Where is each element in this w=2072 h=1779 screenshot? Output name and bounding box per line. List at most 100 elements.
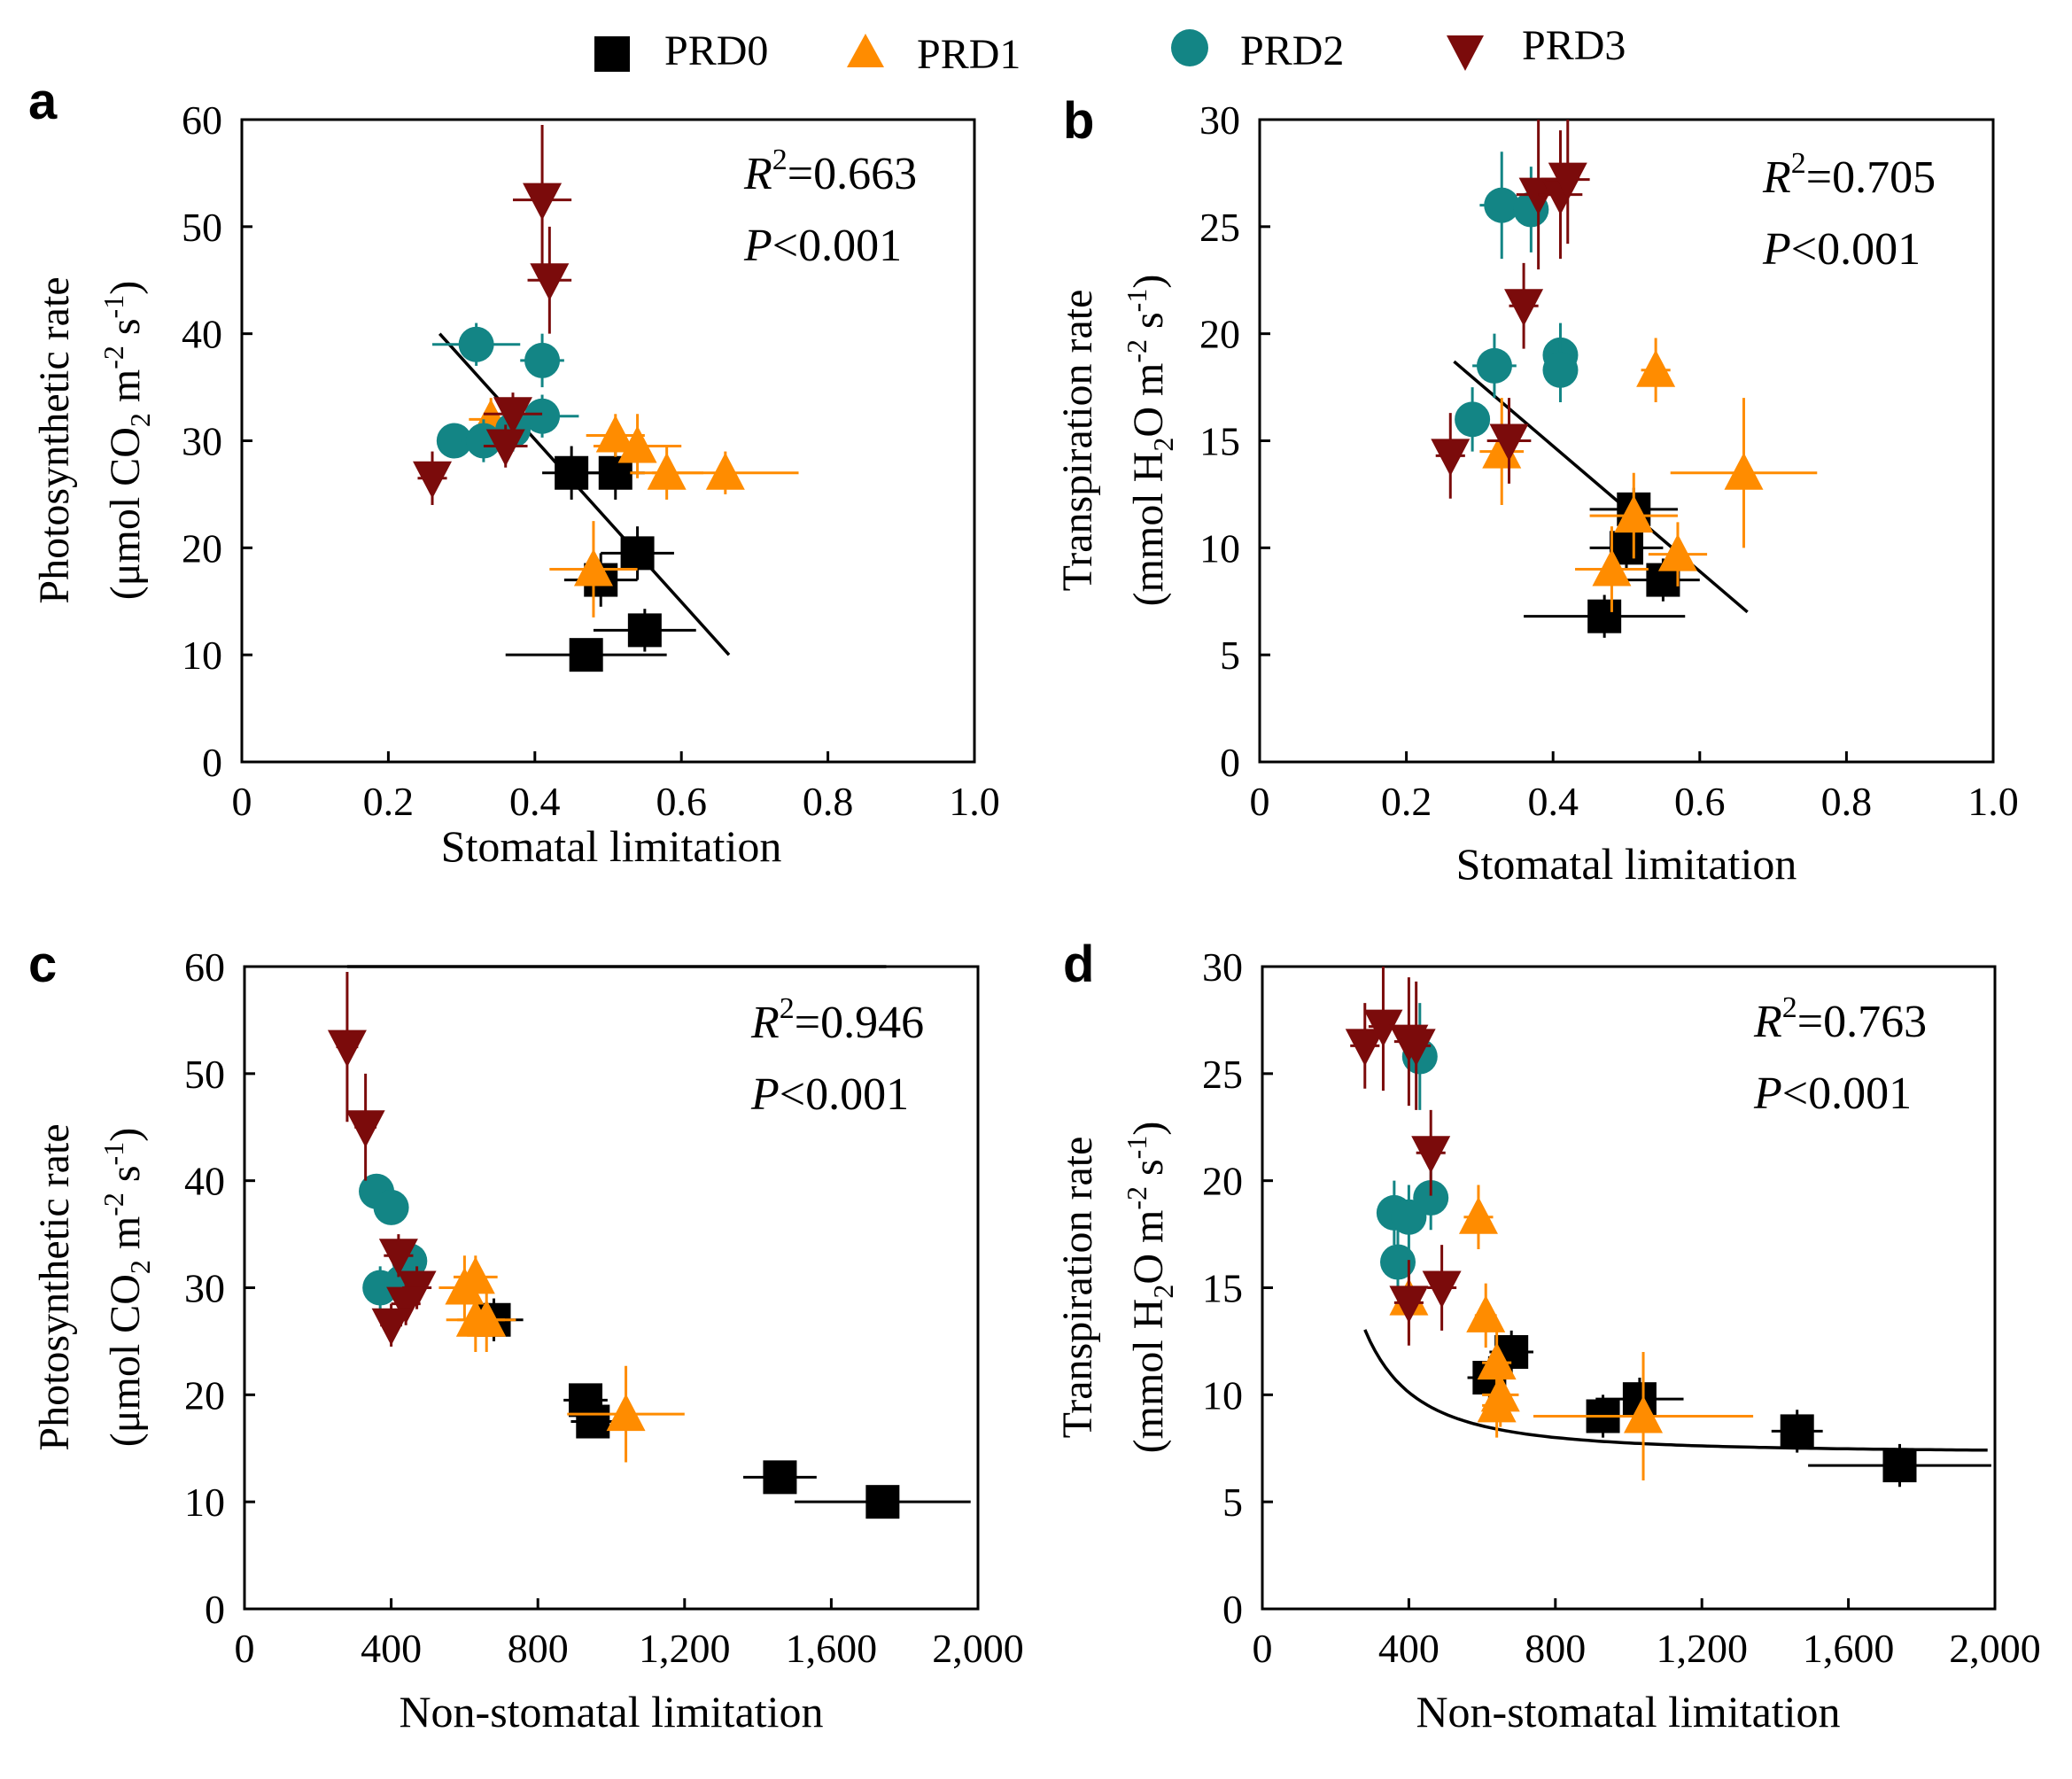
data-point-prd3: [1411, 1109, 1451, 1196]
x-axis-label: Non-stomatal limitation: [1416, 1687, 1840, 1736]
square-marker: [576, 1404, 610, 1439]
data-point-prd0: [593, 609, 696, 652]
circle-marker: [1484, 187, 1520, 223]
y-tick-label: 10: [1199, 525, 1240, 571]
p-value: P<0.001: [1753, 1068, 1912, 1119]
y-tick-label: 10: [182, 633, 222, 678]
x-tick-label: 0.6: [1674, 779, 1726, 824]
r-squared: R2=0.705: [1762, 147, 1936, 203]
data-point-prd3: [327, 972, 367, 1123]
panel-letter-b: b: [1063, 92, 1094, 150]
x-tick-label: 0.2: [363, 779, 415, 824]
x-tick-label: 0.8: [1821, 779, 1873, 824]
y-tick-label: 10: [1202, 1372, 1243, 1418]
y-tick-label: 20: [1199, 312, 1240, 357]
data-point-prd2: [436, 423, 472, 459]
legend: PRD0 PRD1 PRD2 PRD3: [594, 22, 1626, 78]
x-tick-label: 1,600: [786, 1626, 878, 1671]
r-squared: R2=0.663: [743, 144, 917, 199]
triangle-up-marker: [573, 548, 613, 587]
x-tick-label: 0.8: [803, 779, 854, 824]
p-value: P<0.001: [743, 221, 902, 271]
y-axis-label-line1: Transpiration rate: [1054, 1137, 1101, 1439]
data-point-prd3: [345, 1073, 385, 1181]
triangle-down-marker: [1345, 1029, 1385, 1067]
y-axis-label-line1: Photosynthetic rate: [31, 276, 78, 603]
data-point-prd3: [1422, 1245, 1462, 1331]
plot-frame: [1261, 965, 1997, 1611]
y-tick-label: 60: [184, 944, 225, 990]
data-point-prd2: [1542, 338, 1579, 402]
triangle-down-marker: [1504, 289, 1544, 327]
x-axis-label: Non-stomatal limitation: [399, 1687, 823, 1736]
data-point-prd2: [1379, 1230, 1416, 1294]
axis-ticks: 0 0.2 0.4 0.6 0.8 1.0 0 10 20 30 40 50 60: [182, 97, 1000, 824]
x-tick-label: 1,600: [1803, 1626, 1895, 1671]
triangle-up-marker: [1724, 452, 1764, 490]
square-marker: [865, 1485, 900, 1519]
data-point-prd0: [1771, 1410, 1823, 1453]
legend-label-prd2: PRD2: [1240, 27, 1344, 74]
square-marker: [1780, 1414, 1814, 1449]
data-points: [1431, 120, 1818, 638]
y-tick-label: 30: [182, 419, 222, 464]
triangle-down-marker: [378, 1239, 418, 1277]
circle-marker: [458, 326, 494, 362]
data-point-prd1: [1648, 522, 1708, 587]
data-point-prd1: [1479, 398, 1525, 505]
y-tick-label: 30: [184, 1266, 225, 1311]
y-tick-label: 20: [182, 525, 222, 571]
y-tick-label: 40: [184, 1159, 225, 1204]
data-point-prd1: [1533, 1352, 1754, 1480]
data-point-prd0: [795, 1485, 971, 1519]
y-axis-label-line1: Photosynthetic rate: [31, 1123, 78, 1450]
data-point-prd3: [1538, 130, 1583, 260]
y-tick-label: 10: [184, 1480, 225, 1525]
x-tick-label: 1.0: [949, 779, 1000, 824]
data-point-prd3: [483, 392, 543, 436]
triangle-up-marker: [606, 1394, 646, 1432]
triangle-down-marker: [1431, 439, 1471, 477]
x-axis-label: Stomatal limitation: [1456, 839, 1797, 889]
legend-label-prd0: PRD0: [664, 27, 768, 74]
x-axis-label: Stomatal limitation: [441, 821, 782, 871]
triangle-down-marker: [1396, 1029, 1436, 1067]
data-point-prd3: [527, 226, 572, 334]
square-marker: [763, 1460, 797, 1495]
x-tick-label: 800: [1525, 1626, 1586, 1671]
regression-curve: [1363, 1329, 1988, 1452]
data-point-prd1: [446, 1287, 505, 1352]
panel-a: a 0 0.2 0.4 0.6 0.8 1.0 0 10 20 30 40 50 60 Stomatal…: [28, 73, 1000, 871]
triangle-down-marker: [386, 1286, 426, 1325]
legend-marker-prd0: [594, 36, 630, 72]
data-point-prd0: [1589, 526, 1664, 570]
data-point-prd0: [570, 1404, 616, 1439]
y-tick-label: 20: [1202, 1159, 1243, 1204]
x-tick-label: 800: [508, 1626, 569, 1671]
triangle-down-marker: [1363, 1009, 1403, 1047]
panel-b: b 0 0.2 0.4 0.6 0.8 1.0 0 5 10 15 20 25 30 Stomatal …: [1054, 92, 2019, 889]
data-point-prd3: [386, 1282, 426, 1325]
triangle-up-marker: [1624, 1395, 1664, 1433]
x-tick-label: 2,000: [932, 1626, 1024, 1671]
y-tick-label: 30: [1199, 97, 1240, 143]
regression-line: [438, 332, 731, 656]
x-tick-label: 1,200: [639, 1626, 731, 1671]
x-tick-label: 0.6: [656, 779, 707, 824]
y-axis-label-line2: (mmol H2O m-2 s-1): [1121, 1122, 1179, 1454]
triangle-down-marker: [345, 1110, 385, 1148]
circle-marker: [524, 342, 561, 378]
panel-d: d 0 400 800 1,200 1,600 2,000 0 5 10 15 20 25 30 Non…: [1054, 936, 2041, 1736]
x-tick-label: 0: [1250, 779, 1270, 824]
data-point-prd3: [1431, 413, 1471, 499]
y-tick-label: 25: [1199, 205, 1240, 250]
data-point-prd0: [505, 638, 667, 672]
y-tick-label: 50: [184, 1052, 225, 1097]
data-point-prd2: [432, 322, 521, 366]
data-point-prd2: [1455, 387, 1491, 452]
y-tick-label: 30: [1202, 944, 1243, 990]
y-tick-label: 40: [182, 312, 222, 357]
triangle-up-marker: [647, 452, 687, 490]
circle-marker: [436, 423, 472, 459]
